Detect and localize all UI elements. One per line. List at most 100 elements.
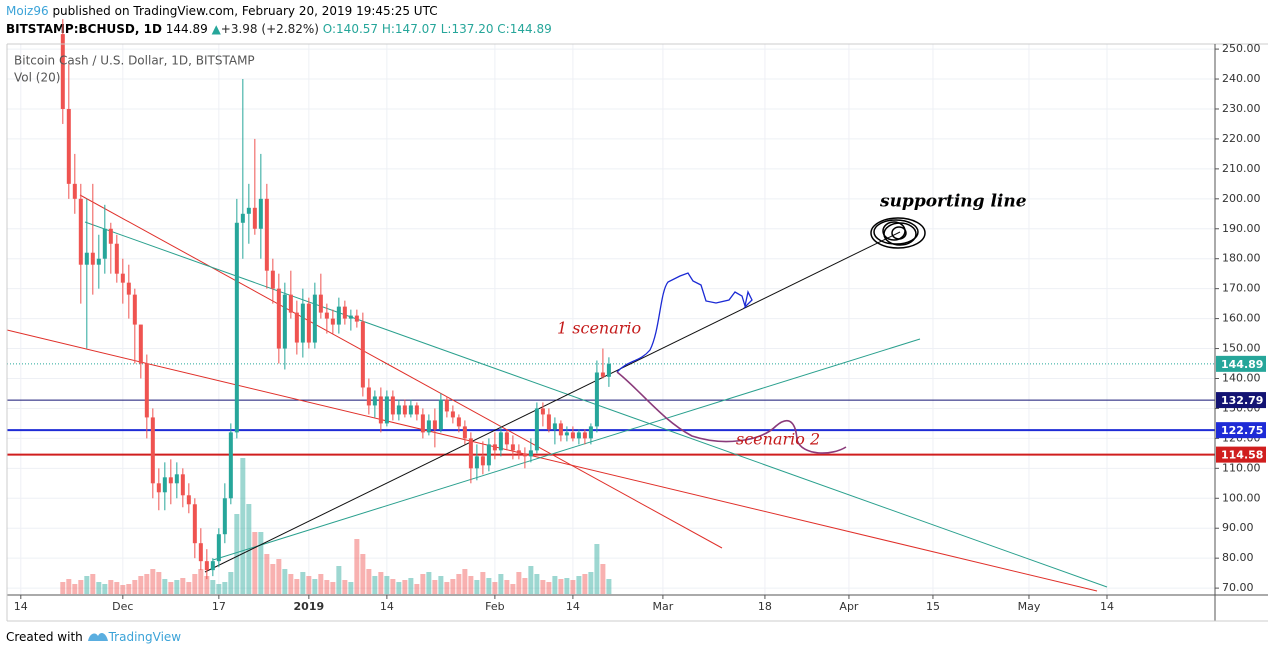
volume-bar [282, 569, 288, 594]
volume-bar [450, 579, 456, 594]
volume-bar [438, 576, 444, 594]
candle-body [168, 477, 173, 484]
author[interactable]: Moiz96 [6, 4, 49, 18]
volume-bar [594, 544, 600, 594]
volume-bar [234, 514, 240, 594]
change: +3.98 (+2.82%) [220, 22, 319, 36]
created: Created with [6, 630, 83, 644]
volume-bar [78, 580, 84, 594]
x-tick-label: Feb [485, 600, 504, 613]
candle-body [540, 408, 545, 415]
y-tick-label: 240.00 [1222, 72, 1261, 85]
candle-body [234, 222, 239, 433]
volume-bar [324, 580, 330, 594]
volume-bar [396, 582, 402, 594]
candle-body [438, 399, 443, 430]
volume-bar [546, 582, 552, 594]
candles [60, 19, 611, 580]
candle-body [96, 258, 101, 265]
price-label-box [1216, 392, 1266, 409]
volume-bar [378, 572, 384, 594]
volume-bar [90, 574, 96, 594]
annotation: 1 scenario [557, 319, 641, 338]
volume-bar [138, 576, 144, 594]
y-tick-label: 160.00 [1222, 312, 1261, 325]
scenario-2-path [616, 371, 847, 454]
volume-bar [210, 580, 216, 594]
volume-bar [294, 579, 300, 594]
candle-body [300, 303, 305, 343]
volume-bar [216, 584, 222, 594]
volume-bar [462, 569, 468, 594]
published: published on TradingView.com, February 2… [52, 4, 438, 18]
candle-body [138, 324, 143, 364]
y-tick-label: 230.00 [1222, 102, 1261, 115]
volume-bar [204, 576, 210, 594]
volume-bar [84, 576, 90, 594]
annotation: supporting line [879, 192, 1027, 212]
supporting-line [204, 231, 901, 573]
volume-bar [606, 579, 612, 594]
volume-bar [348, 582, 354, 594]
volume-bar [498, 574, 504, 594]
candle-body [588, 426, 593, 439]
candle-body [594, 372, 599, 427]
candle-body [192, 504, 197, 544]
header: Moiz96 published on TradingView.com, Feb… [6, 4, 1266, 40]
volume-bar [264, 554, 270, 594]
volume-bar [66, 579, 72, 594]
candle-body [420, 414, 425, 433]
candle-body [156, 483, 161, 493]
candle-body [132, 294, 137, 325]
y-tick-label: 210.00 [1222, 162, 1261, 175]
price-label-box [1216, 446, 1266, 463]
y-tick-label: 100.00 [1222, 491, 1261, 504]
candle-body [294, 312, 299, 343]
volume-bar [420, 574, 426, 594]
volume-bar [402, 580, 408, 594]
price-label: 144.89 [1221, 358, 1263, 371]
candle-body [270, 270, 275, 289]
volume-bar [300, 572, 306, 594]
brand[interactable]: TradingView [108, 630, 182, 644]
volume-bar [270, 564, 276, 594]
x-tick-label: 14 [1100, 600, 1114, 613]
high: H:147.07 [381, 22, 437, 36]
candle-body [552, 423, 557, 430]
volume-bar [240, 458, 246, 594]
candle-body [606, 363, 611, 377]
volume-bar [306, 576, 312, 594]
x-tick-label: Dec [112, 600, 133, 613]
volume-bar [96, 582, 102, 594]
candle-body [162, 477, 167, 493]
candle-body [198, 543, 203, 562]
candle-body [150, 417, 155, 484]
candle-body [504, 432, 509, 445]
volume-bar [198, 569, 204, 594]
y-tick-label: 80.00 [1222, 551, 1254, 564]
candle-body [222, 498, 227, 535]
candle-body [432, 420, 437, 430]
volume-bar [222, 582, 228, 594]
candle-body [522, 453, 527, 457]
candle-body [444, 399, 449, 412]
volume-bar [174, 580, 180, 594]
candle-body [456, 417, 461, 427]
volume-bar [444, 582, 450, 594]
candle-body [498, 432, 503, 451]
volume-bar [426, 572, 432, 594]
volume-bar [156, 572, 162, 594]
volume-bar [60, 582, 66, 594]
y-tick-label: 190.00 [1222, 222, 1261, 235]
candle-body [486, 444, 491, 466]
candle-body [120, 273, 125, 283]
volume-bar [570, 580, 576, 594]
candle-body [306, 303, 311, 343]
candle-body [546, 414, 551, 430]
candle-body [228, 432, 233, 499]
candle-body [126, 282, 131, 295]
y-tick-label: 140.00 [1222, 371, 1261, 384]
volume-bar [366, 569, 372, 594]
candle-body [492, 444, 497, 451]
